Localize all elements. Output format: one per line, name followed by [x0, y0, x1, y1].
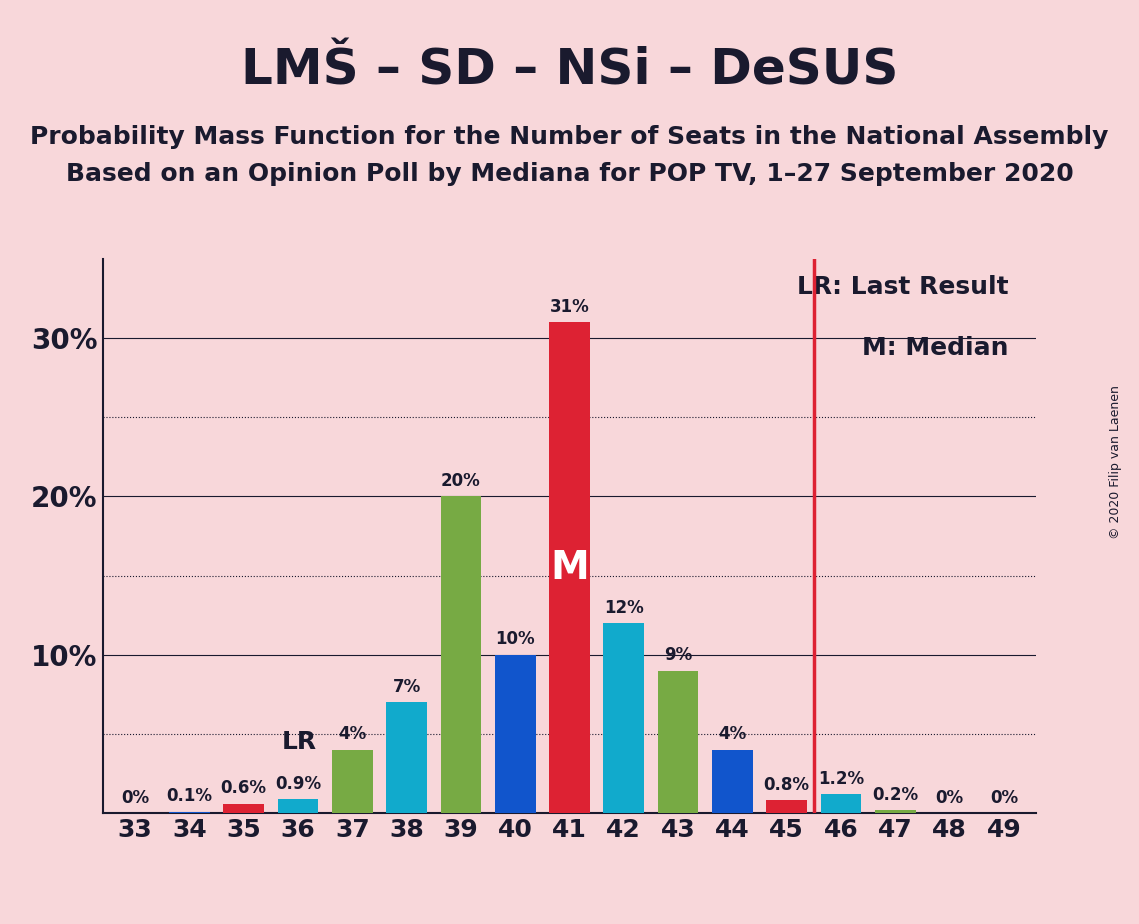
Text: © 2020 Filip van Laenen: © 2020 Filip van Laenen — [1109, 385, 1122, 539]
Text: 4%: 4% — [338, 725, 367, 744]
Text: 12%: 12% — [604, 599, 644, 616]
Text: 10%: 10% — [495, 630, 535, 649]
Text: M: M — [550, 549, 589, 587]
Bar — [604, 623, 645, 813]
Text: 0.2%: 0.2% — [872, 785, 918, 804]
Bar — [494, 655, 535, 813]
Bar — [712, 749, 753, 813]
Bar — [331, 749, 372, 813]
Text: 20%: 20% — [441, 472, 481, 490]
Bar — [441, 496, 482, 813]
Text: Probability Mass Function for the Number of Seats in the National Assembly: Probability Mass Function for the Number… — [31, 125, 1108, 149]
Text: 1.2%: 1.2% — [818, 770, 865, 788]
Text: 7%: 7% — [393, 678, 420, 696]
Text: 9%: 9% — [664, 646, 693, 664]
Bar — [223, 804, 264, 813]
Bar — [875, 810, 916, 813]
Text: 4%: 4% — [719, 725, 746, 744]
Text: M: Median: M: Median — [862, 336, 1008, 360]
Text: LMŠ – SD – NSi – DeSUS: LMŠ – SD – NSi – DeSUS — [240, 46, 899, 94]
Text: 0.8%: 0.8% — [764, 776, 810, 794]
Text: 0%: 0% — [935, 789, 964, 807]
Bar — [820, 794, 861, 813]
Text: 0%: 0% — [990, 789, 1018, 807]
Text: 0.9%: 0.9% — [274, 774, 321, 793]
Text: Based on an Opinion Poll by Mediana for POP TV, 1–27 September 2020: Based on an Opinion Poll by Mediana for … — [66, 162, 1073, 186]
Bar — [657, 671, 698, 813]
Text: 0.6%: 0.6% — [221, 779, 267, 797]
Text: LR: LR — [281, 730, 317, 754]
Text: 0%: 0% — [121, 789, 149, 807]
Bar — [278, 799, 319, 813]
Text: 0.1%: 0.1% — [166, 787, 212, 805]
Text: LR: Last Result: LR: Last Result — [797, 275, 1008, 299]
Bar — [549, 322, 590, 813]
Bar — [386, 702, 427, 813]
Bar — [169, 811, 210, 813]
Text: 31%: 31% — [550, 298, 589, 316]
Bar — [767, 800, 808, 813]
